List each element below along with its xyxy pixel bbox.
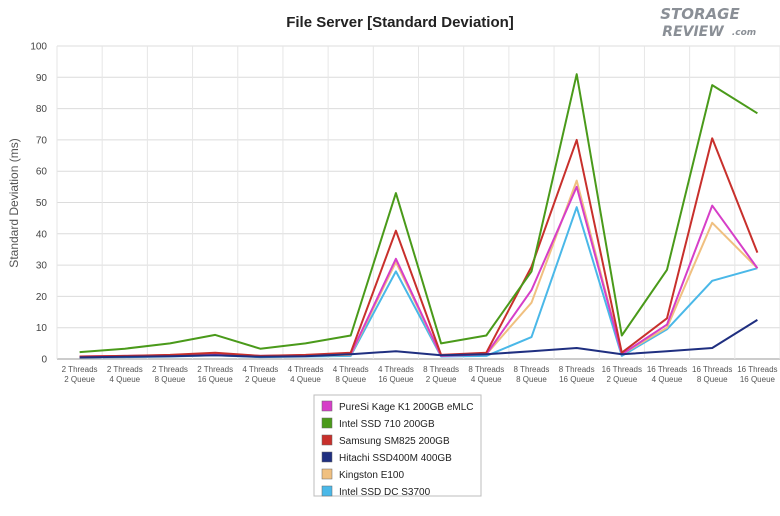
x-tick-label: 16 Threads bbox=[737, 365, 777, 374]
series-line-3 bbox=[79, 319, 758, 359]
x-tick-label: 4 Queue bbox=[109, 375, 140, 384]
x-tick-label: 2 Queue bbox=[606, 375, 637, 384]
x-tick-label: 2 Queue bbox=[64, 375, 95, 384]
x-tick-label: 4 Queue bbox=[471, 375, 502, 384]
logo-line-1: STORAGE bbox=[660, 5, 740, 23]
x-tick-label: 8 Queue bbox=[335, 375, 366, 384]
y-axis-label: Standard Deviation (ms) bbox=[7, 138, 21, 267]
series-lines bbox=[79, 73, 759, 359]
x-tick-label: 8 Queue bbox=[155, 375, 186, 384]
legend-swatch bbox=[321, 434, 333, 446]
y-tick-label: 90 bbox=[36, 73, 48, 84]
y-tick-label: 60 bbox=[36, 167, 48, 178]
legend-label: PureSi Kage K1 200GB eMLC bbox=[339, 402, 474, 413]
legend-label: Kingston E100 bbox=[339, 470, 404, 481]
x-tick-label: 16 Queue bbox=[378, 375, 414, 384]
x-tick-label: 4 Threads bbox=[378, 365, 414, 374]
y-tick-label: 40 bbox=[36, 229, 48, 240]
legend-label: Intel SSD DC S3700 bbox=[339, 487, 431, 498]
legend-label: Intel SSD 710 200GB bbox=[339, 419, 435, 430]
x-tick-label: 16 Queue bbox=[740, 375, 776, 384]
legend-swatch bbox=[321, 400, 333, 412]
chart-title: File Server [Standard Deviation] bbox=[286, 14, 514, 31]
x-tick-label: 8 Threads bbox=[559, 365, 595, 374]
x-tick-label: 16 Queue bbox=[559, 375, 595, 384]
logo-line-2: REVIEW bbox=[662, 24, 724, 40]
x-tick-label: 16 Queue bbox=[198, 375, 234, 384]
x-tick-label: 4 Threads bbox=[333, 365, 369, 374]
x-tick-label: 2 Threads bbox=[62, 365, 98, 374]
y-tick-label: 70 bbox=[36, 135, 48, 146]
site-logo: STORAGE REVIEW .com bbox=[660, 5, 756, 40]
legend-label: Hitachi SSD400M 400GB bbox=[339, 453, 452, 464]
legend-swatch bbox=[321, 485, 333, 497]
legend: PureSi Kage K1 200GB eMLC Intel SSD 710 2… bbox=[313, 394, 482, 498]
y-tick-label: 0 bbox=[41, 355, 47, 366]
series-line-1 bbox=[79, 73, 758, 354]
x-tick-label: 16 Threads bbox=[692, 365, 732, 374]
logo-suffix: .com bbox=[732, 28, 756, 38]
x-tick-label: 16 Threads bbox=[647, 365, 687, 374]
legend-box bbox=[313, 394, 482, 497]
x-tick-label: 4 Threads bbox=[288, 365, 324, 374]
legend-swatch bbox=[321, 468, 333, 480]
legend-swatch bbox=[321, 417, 333, 429]
y-tick-label: 20 bbox=[36, 292, 48, 303]
x-tick-label: 8 Threads bbox=[514, 365, 550, 374]
x-tick-label: 2 Threads bbox=[197, 365, 233, 374]
x-tick-label: 2 Queue bbox=[426, 375, 457, 384]
y-tick-label: 100 bbox=[30, 42, 47, 53]
y-tick-label: 10 bbox=[36, 323, 48, 334]
x-tick-label: 8 Threads bbox=[468, 365, 504, 374]
legend-label: Samsung SM825 200GB bbox=[339, 436, 450, 447]
y-tick-label: 50 bbox=[36, 198, 48, 209]
x-tick-label: 8 Queue bbox=[516, 375, 547, 384]
x-tick-label: 2 Threads bbox=[152, 365, 188, 374]
y-tick-label: 30 bbox=[36, 261, 48, 272]
x-tick-label: 2 Threads bbox=[107, 365, 143, 374]
series-line-2 bbox=[79, 137, 759, 358]
x-tick-label: 2 Queue bbox=[245, 375, 276, 384]
x-tick-label: 8 Threads bbox=[423, 365, 459, 374]
x-tick-label: 4 Queue bbox=[652, 375, 683, 384]
x-tick-label: 8 Queue bbox=[697, 375, 728, 384]
gridlines bbox=[56, 45, 780, 360]
y-tick-label: 80 bbox=[36, 104, 48, 115]
legend-swatch bbox=[321, 451, 333, 463]
x-tick-label: 4 Queue bbox=[290, 375, 321, 384]
y-axis-ticks: 0 10 20 30 40 50 60 70 80 90 100 bbox=[30, 42, 47, 366]
x-tick-label: 4 Threads bbox=[242, 365, 278, 374]
x-tick-label: 16 Threads bbox=[602, 365, 642, 374]
